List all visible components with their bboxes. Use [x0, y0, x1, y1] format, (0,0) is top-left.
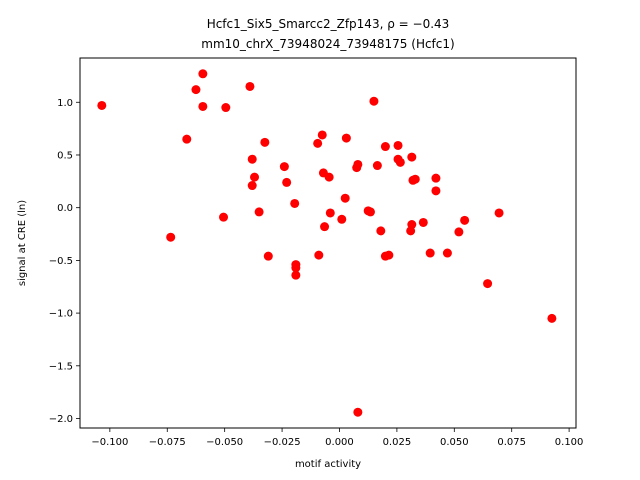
- data-point: [353, 159, 363, 169]
- data-point: [247, 181, 257, 191]
- data-point: [431, 186, 441, 196]
- data-point: [324, 172, 334, 182]
- x-tick-label: 0.075: [497, 437, 526, 448]
- data-point: [325, 208, 335, 218]
- data-point: [442, 248, 452, 258]
- data-point: [365, 207, 375, 217]
- data-point: [282, 177, 292, 187]
- data-point: [198, 101, 208, 111]
- plot-frame: [79, 57, 577, 429]
- y-axis-label: signal at CRE (ln): [17, 200, 28, 286]
- data-point: [547, 313, 557, 323]
- data-point: [97, 100, 107, 110]
- data-points: [97, 69, 557, 417]
- data-point: [260, 137, 270, 147]
- data-point: [376, 226, 386, 236]
- data-point: [314, 250, 324, 260]
- data-point: [341, 133, 351, 143]
- data-point: [384, 250, 394, 260]
- data-point: [291, 263, 301, 273]
- x-tick-label: −0.100: [91, 437, 128, 448]
- data-point: [198, 69, 208, 79]
- x-tick-label: 0.000: [325, 437, 354, 448]
- data-point: [221, 103, 231, 113]
- chart-title-line-1: Hcfc1_Six5_Smarcc2_Zfp143, ρ = −0.43: [207, 17, 450, 31]
- x-tick-label: 0.050: [440, 437, 469, 448]
- y-tick-label: −1.5: [49, 361, 73, 372]
- x-tick-label: −0.075: [149, 437, 186, 448]
- data-point: [410, 174, 420, 184]
- data-point: [369, 96, 379, 106]
- data-point: [431, 173, 441, 183]
- data-point: [247, 154, 257, 164]
- data-point: [494, 208, 504, 218]
- data-point: [250, 172, 260, 182]
- data-point: [291, 270, 301, 280]
- data-point: [380, 142, 390, 152]
- data-point: [263, 251, 273, 261]
- y-tick-label: −2.0: [49, 414, 73, 425]
- data-point: [290, 198, 300, 208]
- data-point: [313, 138, 323, 148]
- data-point: [340, 193, 350, 203]
- data-point: [393, 140, 403, 150]
- x-tick-label: −0.050: [206, 437, 243, 448]
- data-point: [460, 215, 470, 225]
- data-point: [483, 279, 493, 289]
- data-point: [166, 232, 176, 242]
- data-point: [191, 85, 201, 95]
- x-tick-label: −0.025: [264, 437, 301, 448]
- x-tick-label: 0.100: [555, 437, 584, 448]
- data-point: [337, 214, 347, 224]
- x-axis-label: motif activity: [295, 459, 361, 470]
- data-point: [182, 134, 192, 144]
- data-point: [425, 248, 435, 258]
- data-point: [254, 207, 264, 217]
- data-point: [372, 161, 382, 171]
- data-point: [418, 217, 428, 227]
- chart-title-line-2: mm10_chrX_73948024_73948175 (Hcfc1): [201, 37, 454, 51]
- y-axis-ticks: −2.0 −1.5 −1.0 −0.5 0.0 0.5 1.0: [49, 98, 80, 425]
- data-point: [320, 222, 330, 232]
- data-point: [245, 81, 255, 91]
- data-point: [317, 130, 327, 140]
- data-point: [219, 212, 229, 222]
- data-point: [395, 157, 405, 167]
- y-tick-label: 1.0: [57, 98, 73, 109]
- y-tick-label: 0.0: [57, 203, 73, 214]
- x-axis-ticks: −0.100 −0.075 −0.050 −0.025 0.000 0.025 0.050 0…: [91, 428, 583, 448]
- data-point: [454, 227, 464, 237]
- y-tick-label: 0.5: [57, 150, 73, 161]
- data-point: [353, 407, 363, 417]
- data-point: [279, 162, 289, 172]
- data-point: [407, 220, 417, 230]
- data-point: [407, 152, 417, 162]
- x-tick-label: 0.025: [383, 437, 412, 448]
- y-tick-label: −1.0: [49, 309, 73, 320]
- y-tick-label: −0.5: [49, 256, 73, 267]
